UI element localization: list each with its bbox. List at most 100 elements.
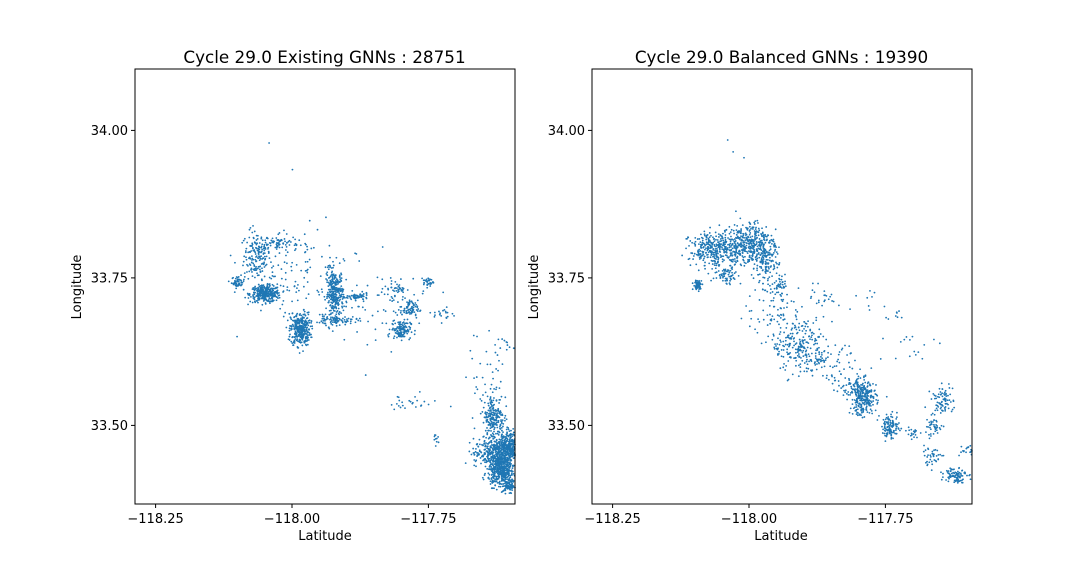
scatter-point	[394, 296, 396, 298]
scatter-point	[272, 240, 274, 242]
scatter-point	[711, 268, 713, 270]
scatter-point	[294, 249, 296, 251]
scatter-point	[391, 329, 393, 331]
scatter-point	[760, 233, 762, 235]
scatter-point	[503, 445, 505, 447]
scatter-point	[767, 278, 769, 280]
scatter-point	[252, 288, 254, 290]
scatter-point	[504, 340, 506, 342]
scatter-point	[704, 245, 706, 247]
scatter-point	[501, 452, 503, 454]
scatter-point	[715, 267, 717, 269]
scatter-point	[362, 306, 364, 308]
scatter-point	[502, 444, 504, 446]
scatter-point	[766, 291, 768, 293]
scatter-point	[419, 391, 421, 393]
scatter-point	[356, 284, 358, 286]
scatter-point	[327, 302, 329, 304]
scatter-point	[774, 288, 776, 290]
scatter-point	[339, 262, 341, 264]
scatter-point	[796, 329, 798, 331]
scatter-point	[504, 459, 506, 461]
scatter-point	[488, 458, 490, 460]
scatter-point	[502, 475, 504, 477]
scatter-point	[786, 348, 788, 350]
scatter-point	[507, 462, 509, 464]
scatter-point	[495, 479, 497, 481]
scatter-point	[774, 293, 776, 295]
scatter-point	[499, 417, 501, 419]
scatter-point	[512, 443, 514, 445]
scatter-point	[798, 353, 800, 355]
scatter-point	[302, 329, 304, 331]
scatter-point	[338, 308, 340, 310]
scatter-point	[782, 345, 784, 347]
scatter-point	[487, 472, 489, 474]
scatter-point	[709, 245, 711, 247]
scatter-point	[256, 248, 258, 250]
scatter-point	[294, 238, 296, 240]
scatter-point	[475, 459, 477, 461]
scatter-point	[281, 304, 283, 306]
scatter-point	[330, 298, 332, 300]
scatter-point	[508, 470, 510, 472]
scatter-point	[400, 312, 402, 314]
scatter-point	[491, 402, 493, 404]
scatter-point	[397, 322, 399, 324]
scatter-point	[510, 487, 512, 489]
scatter-point	[753, 277, 755, 279]
scatter-point	[253, 237, 255, 239]
scatter-point	[243, 261, 245, 263]
scatter-point	[347, 297, 349, 299]
scatter-point	[340, 272, 342, 274]
scatter-point	[506, 440, 508, 442]
scatter-point	[766, 236, 768, 238]
scatter-point	[246, 259, 248, 261]
scatter-point	[412, 278, 414, 280]
scatter-point	[731, 229, 733, 231]
scatter-point	[412, 311, 414, 313]
scatter-point	[742, 259, 744, 261]
scatter-point	[843, 390, 845, 392]
scatter-point	[750, 240, 752, 242]
scatter-point	[770, 288, 772, 290]
scatter-point	[705, 239, 707, 241]
scatter-point	[768, 276, 770, 278]
scatter-point	[423, 401, 425, 403]
scatter-point	[740, 265, 742, 267]
scatter-point	[506, 466, 508, 468]
scatter-point	[870, 395, 872, 397]
scatter-point	[767, 234, 769, 236]
scatter-point	[855, 404, 857, 406]
scatter-point	[398, 400, 400, 402]
scatter-point	[287, 320, 289, 322]
scatter-point	[513, 473, 515, 475]
scatter-point	[367, 321, 369, 323]
scatter-point	[806, 359, 808, 361]
y-axis-label: Longitude	[70, 255, 85, 320]
scatter-point	[490, 363, 492, 365]
scatter-point	[781, 292, 783, 294]
scatter-point	[339, 287, 341, 289]
scatter-point	[715, 254, 717, 256]
scatter-point	[446, 317, 448, 319]
scatter-point	[244, 272, 246, 274]
scatter-point	[709, 227, 711, 229]
scatter-point	[823, 316, 825, 318]
scatter-point	[476, 455, 478, 457]
scatter-point	[257, 238, 259, 240]
scatter-point	[831, 374, 833, 376]
scatter-point	[283, 229, 285, 231]
scatter-point	[805, 353, 807, 355]
scatter-point	[856, 395, 858, 397]
scatter-point	[429, 312, 431, 314]
scatter-point	[441, 322, 443, 324]
scatter-point	[715, 248, 717, 250]
scatter-point	[313, 247, 315, 249]
scatter-point	[413, 304, 415, 306]
scatter-point	[798, 323, 800, 325]
scatter-point	[827, 356, 829, 358]
scatter-point	[490, 453, 492, 455]
scatter-point	[757, 222, 759, 224]
scatter-point	[809, 329, 811, 331]
